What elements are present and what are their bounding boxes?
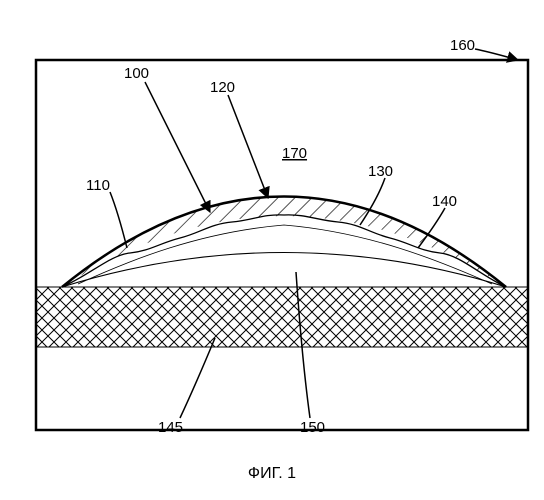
layer-145-crosshatch <box>36 287 528 347</box>
label-110: 110 <box>86 177 110 194</box>
label-150: 150 <box>300 419 325 436</box>
leader-160 <box>475 49 518 60</box>
label-130: 130 <box>368 163 393 180</box>
panel-frame <box>36 60 528 430</box>
label-140: 140 <box>432 193 457 210</box>
label-145: 145 <box>158 419 183 436</box>
label-120: 120 <box>210 79 235 96</box>
figure-svg: 100 120 160 170 110 130 140 145 150 ФИГ.… <box>0 0 544 500</box>
label-170: 170 <box>282 145 307 162</box>
figure-caption: ФИГ. 1 <box>248 465 296 482</box>
label-100: 100 <box>124 65 149 82</box>
label-160: 160 <box>450 37 475 54</box>
